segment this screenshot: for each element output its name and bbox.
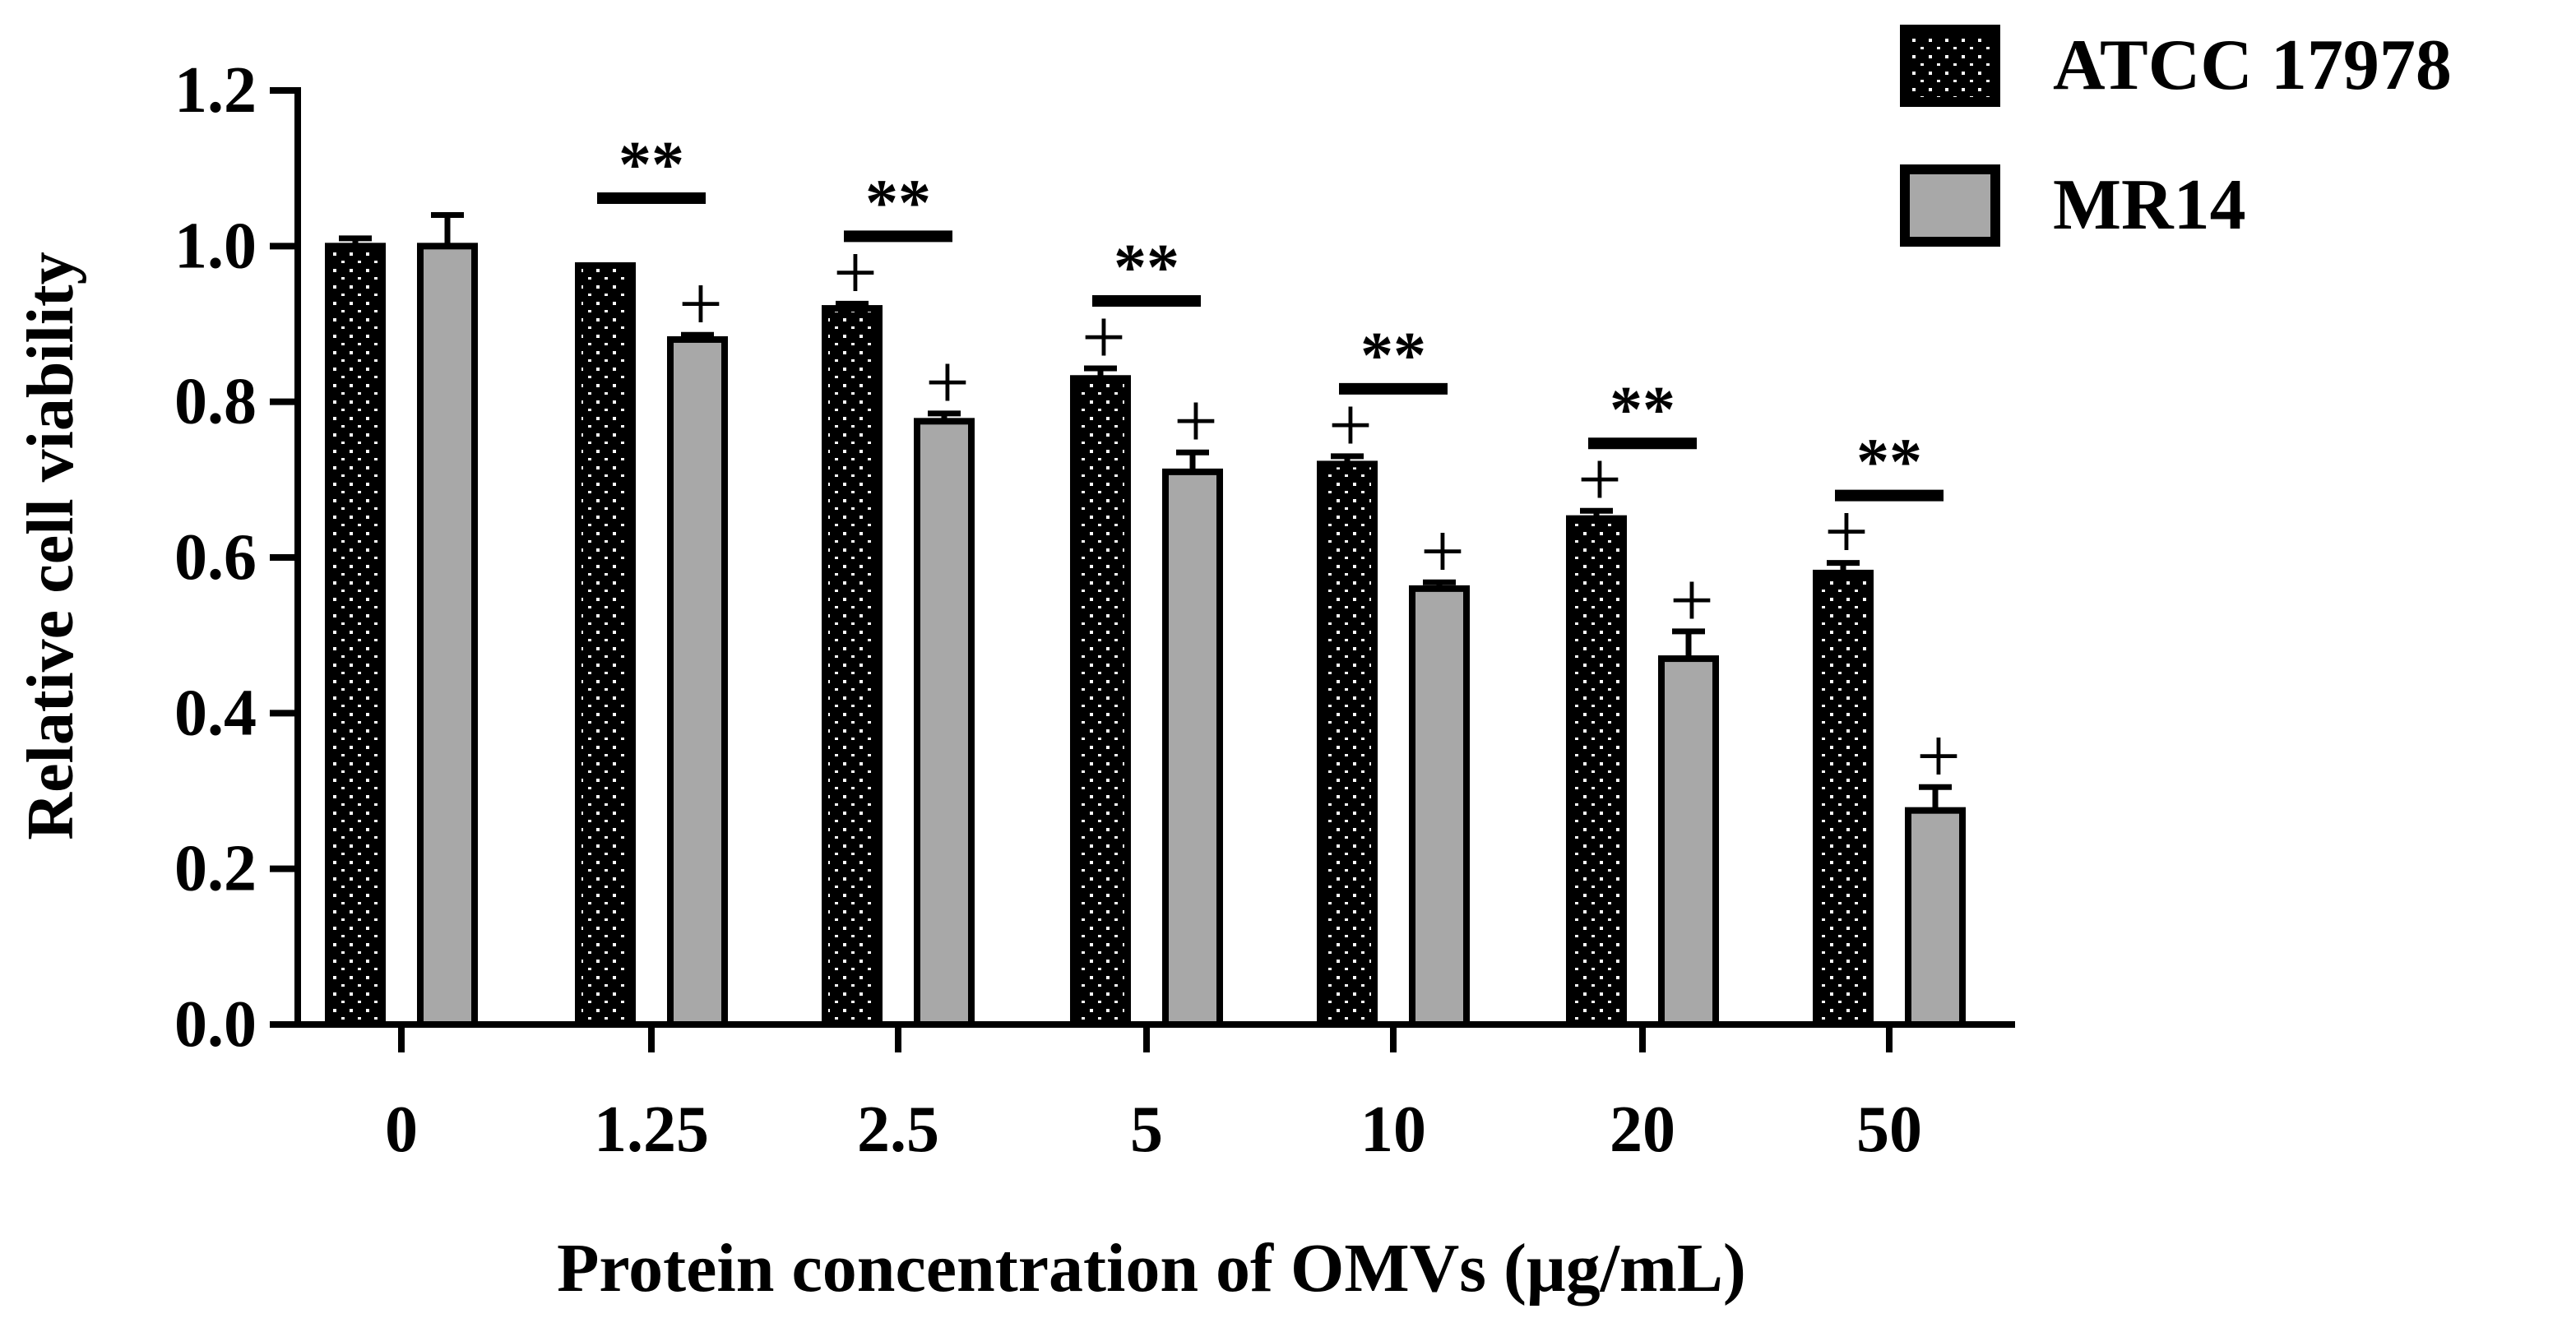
- x-tick-label: 5: [1130, 1094, 1163, 1166]
- significance-label: **: [1856, 427, 1922, 499]
- significance-label: **: [1114, 232, 1179, 304]
- x-tick-label: 10: [1360, 1094, 1426, 1166]
- significance-plus-marker: +: [1916, 711, 1961, 799]
- significance-plus-marker: +: [1174, 377, 1218, 465]
- x-axis-title: Protein concentration of OMVs (μg/mL): [557, 1230, 1746, 1307]
- x-tick-label: 0: [385, 1094, 418, 1166]
- bar-atcc: [1813, 569, 1874, 1028]
- bar-atcc: [822, 305, 883, 1029]
- significance-plus-marker: +: [1670, 556, 1714, 644]
- legend-label: MR14: [2053, 165, 2246, 245]
- bar-atcc: [1070, 375, 1131, 1028]
- significance-plus-marker: +: [1420, 506, 1465, 594]
- significance-label: **: [1360, 320, 1426, 392]
- x-tick-label: 50: [1856, 1094, 1922, 1166]
- y-tick-label: 0.0: [174, 988, 257, 1061]
- significance-plus-marker: +: [833, 228, 878, 316]
- legend-swatch-mr14: [1900, 164, 2000, 247]
- legend-swatch-atcc: [1900, 25, 2000, 107]
- y-tick-label: 0.8: [174, 366, 257, 438]
- significance-plus-marker: +: [1824, 488, 1869, 576]
- significance-plus-marker: +: [1578, 435, 1622, 523]
- legend-label: ATCC 17978: [2053, 25, 2452, 105]
- y-tick-label: 1.2: [174, 54, 257, 127]
- significance-label: **: [619, 129, 684, 201]
- significance-label: **: [865, 167, 931, 239]
- bar-mr14: [1409, 585, 1470, 1028]
- bar-atcc: [1566, 515, 1627, 1028]
- significance-label: **: [1610, 374, 1675, 446]
- labels: Protein concentration of OMVs (μg/mL) Rel…: [15, 129, 1944, 1307]
- x-tick-label: 20: [1610, 1094, 1675, 1166]
- bar-mr14: [417, 243, 478, 1029]
- bar-atcc: [575, 262, 636, 1028]
- bar-atcc: [325, 243, 386, 1029]
- y-axis-title: Relative cell viability: [15, 252, 87, 839]
- significance-plus-marker: +: [1328, 381, 1373, 469]
- legend: ATCC 17978 MR14: [1900, 25, 2452, 247]
- bar-mr14: [1905, 807, 1966, 1029]
- bar-atcc: [1317, 460, 1378, 1028]
- bar-mr14: [1658, 655, 1719, 1028]
- bar-mr14: [1162, 468, 1223, 1028]
- bars: + + + + + + + + + + +: [325, 211, 1966, 1029]
- y-tick-label: 1.0: [174, 210, 257, 282]
- significance-plus-marker: +: [679, 259, 723, 347]
- y-tick-label: 0.2: [174, 833, 257, 905]
- bar-mr14: [914, 418, 975, 1028]
- y-tick-label: 0.4: [174, 677, 257, 749]
- bar-mr14: [667, 335, 728, 1028]
- axes: 0.0 0.2 0.4 0.6 0.8 1.0 1.2 0 1.25 2.5 5 10 20 50: [174, 54, 2015, 1166]
- significance-plus-marker: +: [1082, 293, 1126, 381]
- x-tick-label: 1.25: [594, 1094, 709, 1166]
- y-tick-label: 0.6: [174, 521, 257, 594]
- significance-plus-marker: +: [925, 338, 970, 426]
- x-tick-label: 2.5: [857, 1094, 939, 1166]
